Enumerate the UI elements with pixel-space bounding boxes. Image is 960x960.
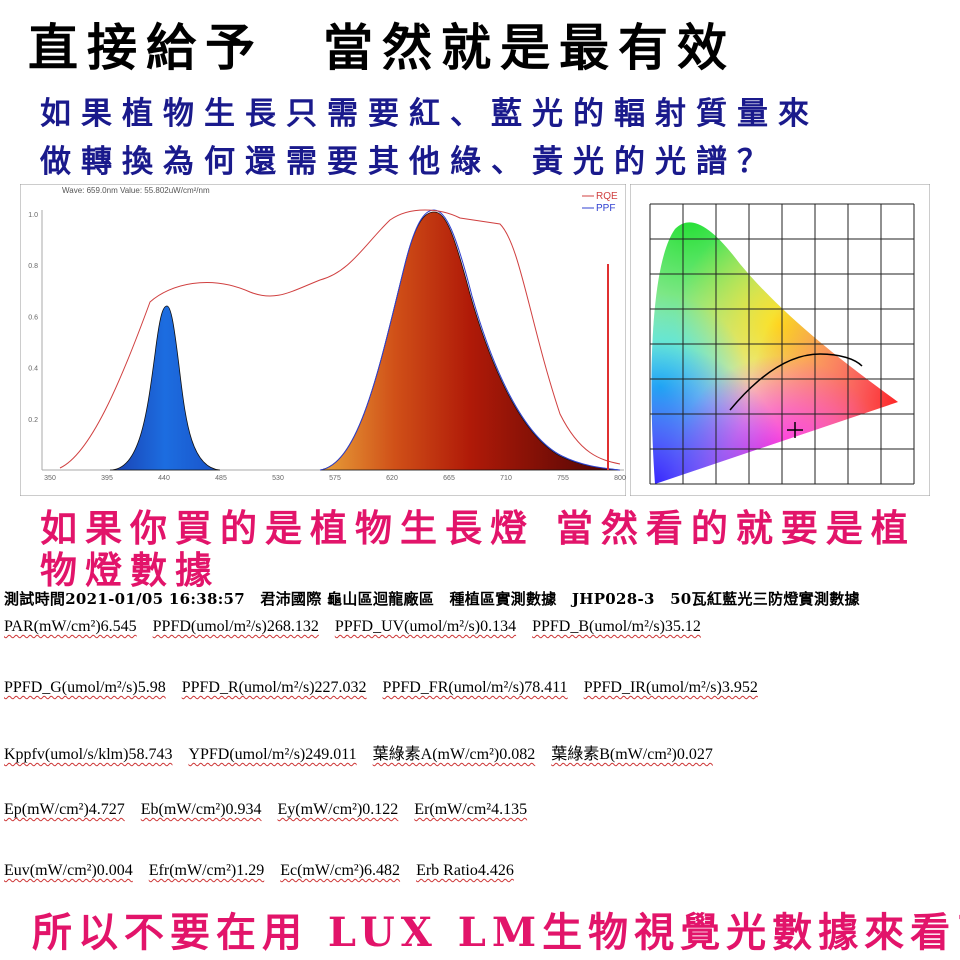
report-row: PAR(mW/cm²)6.545 PPFD(umol/m²/s)268.132 PP… — [4, 618, 717, 636]
statement-line: 物燈數據 — [40, 548, 220, 592]
report-heading: 測試時間2021-01/05 16:38:57 君沛國際 龜山區迴龍廠區 種植區… — [4, 590, 860, 608]
measurement: 葉綠素B(mW/cm²)0.027 — [551, 746, 713, 763]
measurement: PPFD_B(umol/m²/s)35.12 — [532, 618, 701, 635]
grid — [649, 203, 915, 485]
report-row: Euv(mW/cm²)0.004 Efr(mW/cm²)1.29 Ec(mW/cm²… — [4, 862, 530, 880]
y-tick-label: 1.0 — [28, 212, 38, 219]
x-tick-label: 395 — [101, 475, 113, 482]
footer: 所以不要在用 LUX LM生物視覺光數據來看了 — [32, 909, 960, 956]
x-tick-label: 440 — [158, 475, 170, 482]
measurement: PPFD_UV(umol/m²/s)0.134 — [334, 618, 517, 635]
x-tick-label: 575 — [329, 475, 341, 482]
question-line: 如果植物生長只需要紅、藍光的輻射質量來 — [40, 96, 819, 132]
measurement: Erb Ratio4.426 — [416, 862, 514, 879]
measurement: 葉綠素A(mW/cm²)0.082 — [372, 746, 536, 763]
measurement: Efr(mW/cm²)1.29 — [148, 862, 265, 879]
cie-diagram — [630, 184, 930, 496]
x-tick-label: 485 — [215, 475, 227, 482]
measurement: Kppfv(umol/s/klm)58.743 — [4, 746, 173, 763]
chromaticity-point — [787, 422, 803, 438]
x-tick-label: 710 — [500, 475, 512, 482]
report-row: PPFD_G(umol/m²/s)5.98 PPFD_R(umol/m²/s)22… — [4, 679, 774, 697]
x-tick-label: 665 — [443, 475, 455, 482]
x-tick-label: 755 — [557, 475, 569, 482]
measurement: Ep(mW/cm²)4.727 — [4, 801, 125, 818]
measurement: PAR(mW/cm²)6.545 — [4, 618, 137, 635]
spectrum-chart: Wave: 659.0nm Value: 55.802uW/cm²/nm RQE… — [20, 184, 626, 496]
x-tick-label: 530 — [272, 475, 284, 482]
measurement: Er(mW/cm²4.135 — [414, 801, 528, 818]
x-tick-label: 620 — [386, 475, 398, 482]
x-tick-label: 350 — [44, 475, 56, 482]
question-line: 做轉換為何還需要其他綠、黃光的光譜？ — [40, 144, 778, 180]
y-tick-label: 0.4 — [28, 366, 38, 373]
measurement: Ey(mW/cm²)0.122 — [277, 801, 399, 818]
measurement: Eb(mW/cm²)0.934 — [140, 801, 262, 818]
rqe-line — [59, 209, 621, 469]
blue-peak — [109, 305, 221, 471]
statement-line: 如果你買的是植物生長燈 當然看的就要是植 — [40, 506, 916, 550]
planck-locus — [729, 353, 863, 411]
measurement: PPFD_IR(umol/m²/s)3.952 — [583, 679, 758, 696]
measurement: PPFD_FR(umol/m²/s)78.411 — [382, 679, 568, 696]
title: 直接給予 當然就是最有效 — [28, 18, 736, 77]
measurement: PPFD_R(umol/m²/s)227.032 — [181, 679, 367, 696]
legend-label: RQE — [596, 191, 618, 202]
measurement: PPFD_G(umol/m²/s)5.98 — [4, 679, 166, 696]
ppf-line — [319, 209, 621, 471]
legend-label: PPF — [596, 203, 615, 214]
measurement: Euv(mW/cm²)0.004 — [4, 862, 133, 879]
report-row: Kppfv(umol/s/klm)58.743 YPFD(umol/m²/s)24… — [4, 740, 729, 764]
y-tick-label: 0.8 — [28, 263, 38, 270]
y-tick-label: 0.2 — [28, 417, 38, 424]
measurement: YPFD(umol/m²/s)249.011 — [188, 746, 357, 763]
x-tick-label: 800 — [614, 475, 626, 482]
measurement: PPFD(umol/m²/s)268.132 — [152, 618, 319, 635]
caption: Wave: 659.0nm Value: 55.802uW/cm²/nm — [62, 186, 210, 195]
measurement: Ec(mW/cm²)6.482 — [280, 862, 401, 879]
y-tick-label: 0.6 — [28, 314, 38, 321]
report-row: Ep(mW/cm²)4.727 Eb(mW/cm²)0.934 Ey(mW/cm²)… — [4, 801, 543, 819]
